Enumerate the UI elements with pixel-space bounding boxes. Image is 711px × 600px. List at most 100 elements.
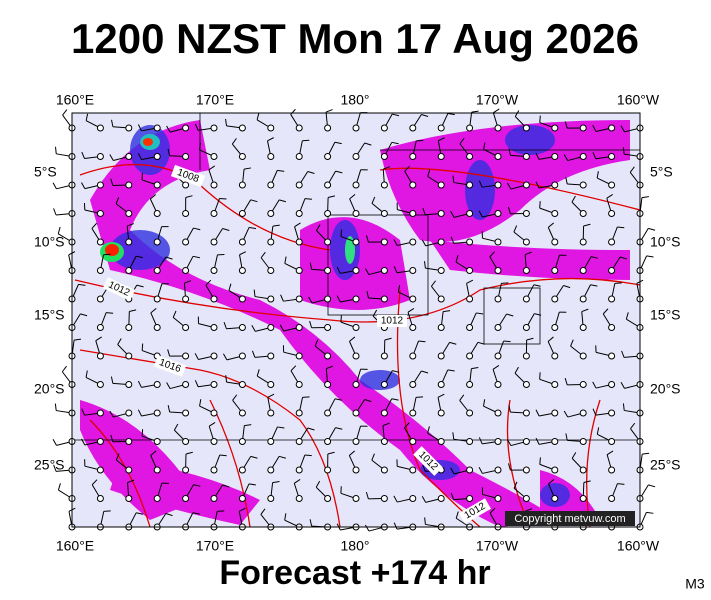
barb-feather — [231, 138, 237, 145]
barb-feather — [427, 169, 431, 177]
station — [210, 210, 218, 217]
station — [579, 124, 587, 132]
barb-feather — [421, 495, 427, 503]
barb-feather — [422, 208, 426, 215]
station — [409, 466, 417, 474]
barb-feather — [172, 310, 177, 318]
barb-feather — [392, 113, 400, 117]
barb-feather — [471, 367, 479, 370]
copyright: Copyright metvuw.com — [514, 513, 625, 525]
barb-feather — [349, 450, 355, 456]
station — [352, 381, 360, 388]
barb-feather — [590, 284, 598, 287]
barb-feather — [95, 336, 102, 342]
station — [295, 352, 303, 360]
barb-feather — [364, 524, 370, 532]
station — [437, 324, 445, 331]
station — [608, 124, 616, 132]
station — [437, 267, 445, 274]
station — [182, 267, 190, 274]
station — [125, 181, 133, 189]
barb-feather — [208, 165, 216, 171]
barb-feather — [349, 194, 356, 200]
barb-feather — [267, 137, 274, 142]
station — [295, 381, 303, 388]
barb-feather — [548, 479, 555, 485]
barb-feather — [57, 483, 61, 491]
station — [324, 409, 332, 417]
barb-feather — [476, 312, 484, 315]
barb-feather — [327, 451, 335, 455]
station — [466, 295, 474, 303]
bottom-axis-label: 170°E — [196, 538, 234, 554]
barb-feather — [136, 512, 144, 515]
barb-feather — [284, 256, 287, 264]
barb-feather — [525, 508, 533, 512]
barb-feather — [239, 507, 246, 512]
station — [466, 409, 474, 417]
station — [380, 238, 388, 246]
station — [380, 495, 388, 502]
station — [380, 181, 388, 189]
barb-feather — [547, 336, 554, 342]
station — [608, 438, 616, 445]
barb-feather — [447, 112, 455, 116]
barb-feather — [194, 353, 199, 360]
barb-feather — [424, 261, 426, 269]
barb-feather — [483, 399, 486, 407]
station — [267, 466, 275, 474]
station — [238, 352, 246, 360]
barb-feather — [535, 437, 540, 445]
station — [409, 495, 417, 502]
barb-feather — [150, 450, 157, 456]
station — [295, 181, 303, 189]
station — [324, 466, 332, 474]
barb-feather — [290, 108, 296, 115]
barb-feather — [253, 289, 256, 297]
barb-feather — [533, 284, 541, 287]
barb-feather — [648, 227, 656, 231]
station — [96, 495, 104, 502]
barb-feather — [80, 313, 88, 317]
barb-feather — [478, 437, 483, 445]
station — [522, 210, 530, 217]
barb-feather — [452, 175, 455, 183]
station — [522, 124, 530, 132]
station — [380, 153, 388, 160]
barb-feather — [349, 336, 356, 342]
station — [494, 153, 502, 160]
top-axis-label: 170°E — [196, 92, 234, 108]
barb-feather — [294, 222, 301, 228]
barb-feather — [382, 422, 390, 427]
station — [380, 352, 388, 360]
barb-feather — [366, 291, 369, 299]
station — [380, 267, 388, 274]
barb-feather — [622, 403, 625, 411]
station — [409, 295, 417, 303]
footer: Forecast +174 hr — [219, 554, 490, 592]
station — [522, 181, 530, 189]
barb-feather — [503, 340, 511, 343]
barb-feather — [431, 280, 436, 287]
barb-feather — [61, 365, 67, 373]
station — [437, 295, 445, 303]
station — [295, 153, 303, 160]
barb-feather — [244, 424, 252, 427]
station — [324, 295, 332, 303]
barb-feather — [284, 513, 287, 521]
barb-feather — [606, 194, 613, 199]
station — [608, 352, 616, 360]
barb-feather — [326, 365, 334, 370]
station — [182, 324, 190, 331]
station — [96, 409, 104, 417]
barb-feather — [272, 481, 280, 484]
barb-feather — [489, 507, 496, 514]
barb-feather — [278, 455, 286, 459]
barb-feather — [267, 393, 275, 398]
barb-feather — [455, 255, 459, 263]
station — [409, 324, 417, 331]
barb-feather — [232, 394, 238, 401]
barb-feather — [563, 154, 569, 161]
station — [522, 295, 530, 303]
barb-feather — [336, 295, 341, 303]
